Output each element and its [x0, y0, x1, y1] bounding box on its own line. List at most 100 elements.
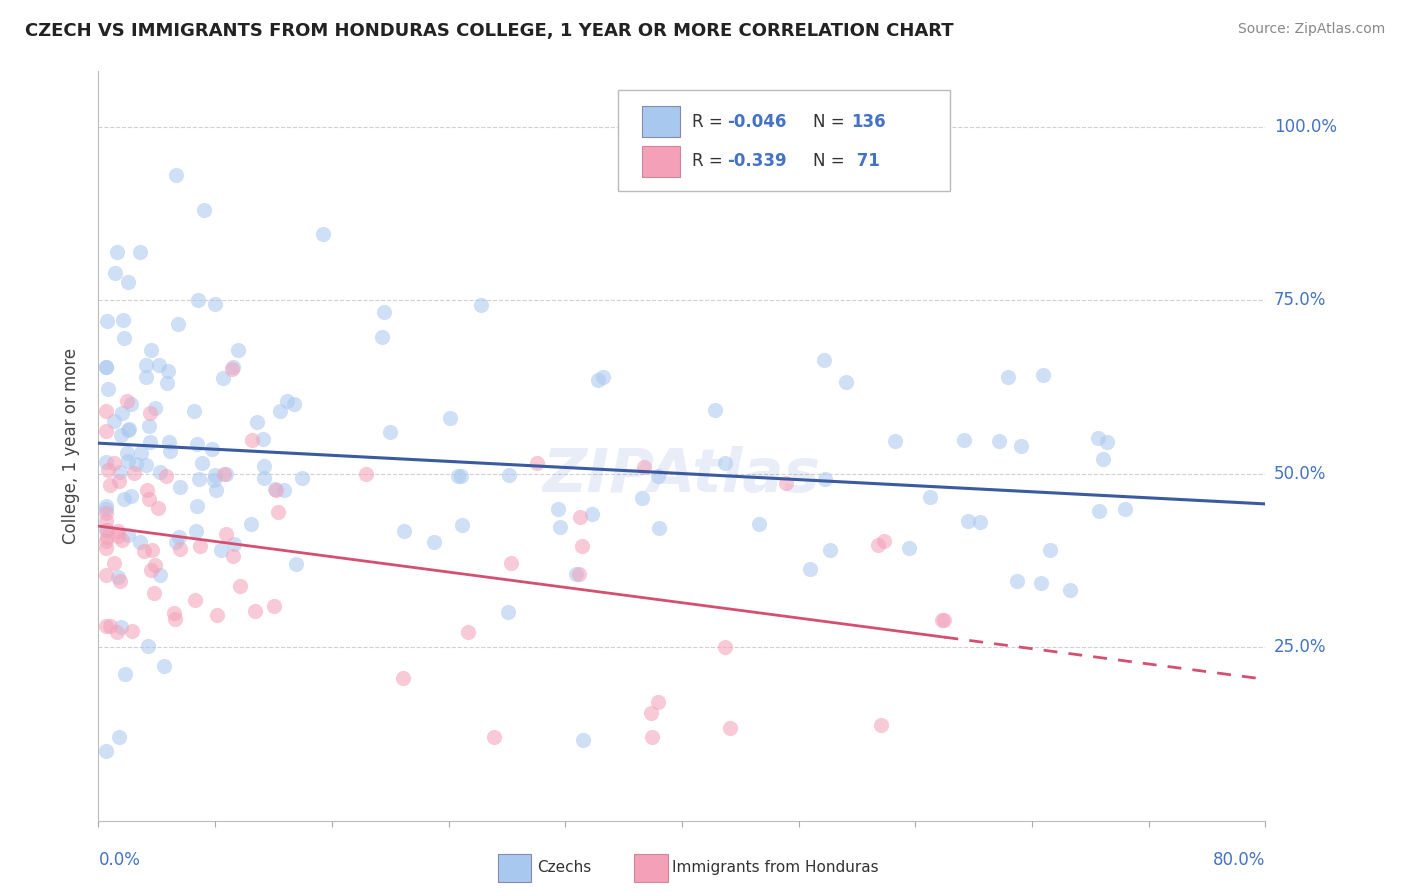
Point: [1095, 435, 1118, 450]
Point: [931, 613, 953, 627]
Point: [186, 499, 208, 513]
Point: [141, 542, 163, 557]
Text: 136: 136: [851, 112, 886, 131]
Point: [648, 520, 671, 534]
FancyBboxPatch shape: [643, 145, 679, 178]
Point: [135, 370, 157, 384]
Point: [775, 475, 797, 490]
Point: [952, 434, 974, 448]
Point: [117, 423, 139, 437]
Point: [484, 731, 506, 745]
Point: [96, 530, 118, 544]
Point: [640, 731, 662, 745]
Text: 71: 71: [851, 153, 880, 170]
Point: [592, 370, 614, 384]
Text: 50.0%: 50.0%: [1274, 465, 1326, 483]
Point: [547, 502, 569, 516]
Point: [129, 445, 152, 459]
Point: [94, 499, 117, 513]
FancyBboxPatch shape: [617, 90, 950, 191]
Point: [748, 516, 770, 531]
Point: [228, 343, 250, 357]
Point: [571, 540, 593, 554]
Point: [354, 467, 377, 481]
Point: [221, 361, 243, 376]
Point: [169, 480, 191, 494]
Point: [186, 437, 208, 451]
Text: Immigrants from Honduras: Immigrants from Honduras: [672, 861, 879, 875]
Point: [956, 514, 979, 528]
Point: [135, 483, 157, 498]
Point: [969, 516, 991, 530]
Point: [94, 533, 117, 548]
Point: [157, 435, 180, 450]
Point: [498, 467, 520, 482]
Point: [283, 397, 305, 411]
Point: [526, 456, 548, 470]
Point: [156, 376, 179, 391]
Point: [1011, 439, 1033, 453]
Point: [252, 432, 274, 446]
Point: [496, 605, 519, 619]
Point: [94, 501, 117, 516]
Point: [285, 558, 308, 572]
Text: N =: N =: [813, 112, 849, 131]
Point: [391, 671, 413, 685]
Point: [439, 410, 461, 425]
Point: [149, 466, 172, 480]
Point: [184, 524, 207, 539]
Point: [586, 374, 609, 388]
Point: [229, 579, 252, 593]
Point: [450, 469, 472, 483]
Point: [139, 563, 162, 577]
Point: [107, 524, 129, 539]
Point: [190, 539, 212, 553]
Point: [111, 407, 134, 421]
Point: [98, 618, 121, 632]
Point: [107, 731, 129, 745]
Point: [835, 376, 858, 390]
Point: [110, 465, 132, 479]
Text: 80.0%: 80.0%: [1213, 851, 1265, 869]
Point: [94, 359, 117, 374]
Point: [264, 482, 287, 496]
Point: [240, 433, 263, 447]
Point: [97, 463, 120, 477]
Point: [273, 483, 295, 498]
Point: [1114, 501, 1136, 516]
Point: [112, 491, 135, 506]
Point: [96, 314, 118, 328]
Point: [1059, 583, 1081, 598]
Point: [94, 541, 117, 556]
Point: [276, 394, 298, 409]
Point: [153, 659, 176, 673]
Point: [96, 523, 118, 537]
Point: [191, 456, 214, 470]
Point: [96, 568, 118, 582]
Point: [103, 456, 125, 470]
Point: [239, 516, 262, 531]
Point: [814, 472, 837, 486]
Text: Czechs: Czechs: [537, 861, 592, 875]
Point: [264, 483, 287, 498]
Point: [714, 457, 737, 471]
Point: [630, 491, 652, 506]
Text: R =: R =: [692, 153, 728, 170]
Point: [159, 444, 181, 458]
Point: [165, 535, 187, 549]
Point: [193, 203, 215, 218]
Point: [866, 538, 889, 552]
Point: [647, 469, 669, 483]
Point: [813, 353, 835, 368]
Point: [112, 313, 135, 327]
Point: [704, 403, 727, 417]
Point: [205, 607, 228, 622]
Point: [94, 424, 117, 438]
Point: [548, 520, 571, 534]
Point: [94, 360, 117, 375]
Point: [107, 528, 129, 542]
Point: [155, 469, 177, 483]
Point: [163, 606, 186, 620]
Point: [117, 528, 139, 542]
Y-axis label: College, 1 year or more: College, 1 year or more: [62, 348, 80, 544]
